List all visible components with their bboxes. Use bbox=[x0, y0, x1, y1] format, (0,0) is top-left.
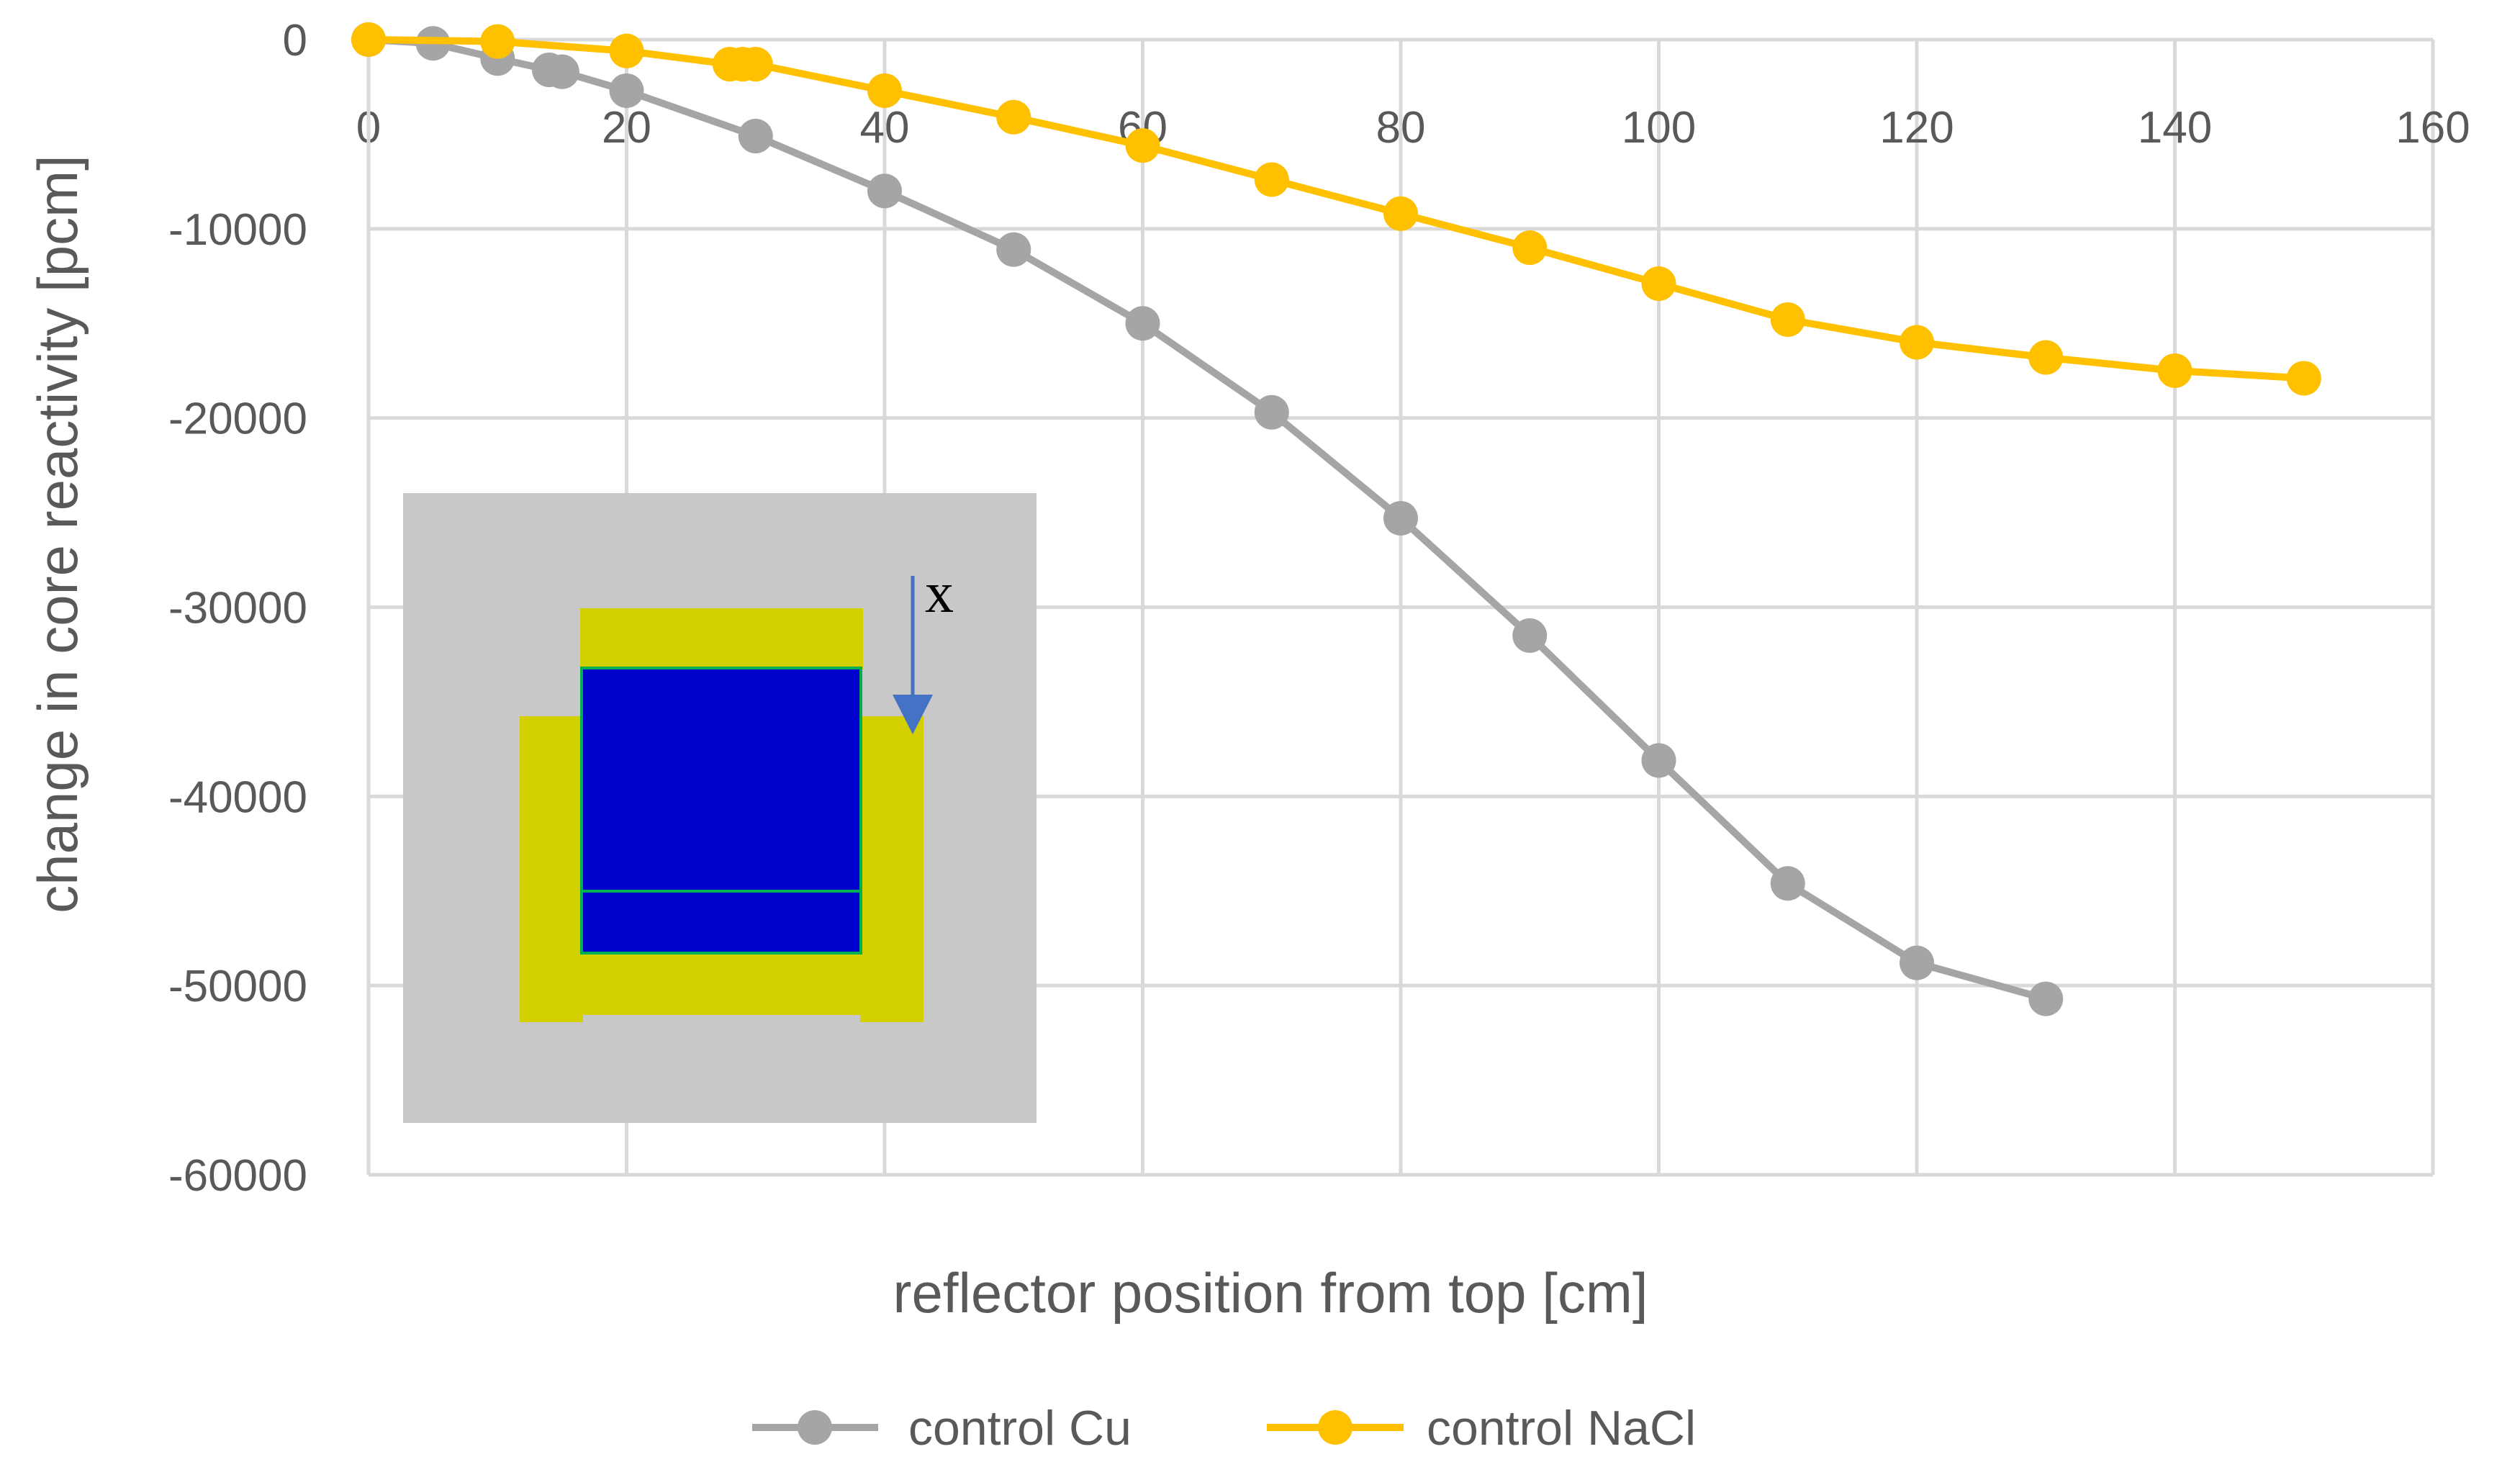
inset-x-label: x bbox=[925, 561, 954, 625]
inset-position-arrow-head bbox=[893, 695, 933, 734]
legend: control Cu control NaCl bbox=[752, 1401, 1696, 1456]
x-tick-label: 120 bbox=[1879, 103, 1954, 153]
x-tick-label: 20 bbox=[602, 103, 651, 153]
axes: 0-10000-20000-30000-40000-50000-60000020… bbox=[168, 16, 2470, 1201]
data-point-control-cu[interactable] bbox=[544, 54, 579, 89]
x-tick-label: 80 bbox=[1376, 103, 1426, 153]
data-point-control-cu[interactable] bbox=[1641, 743, 1676, 778]
data-point-control-nacl[interactable] bbox=[480, 24, 515, 59]
x-tick-label: 160 bbox=[2395, 103, 2470, 153]
data-point-control-nacl[interactable] bbox=[867, 73, 902, 108]
y-axis-title: change in core reactivity [pcm] bbox=[26, 155, 89, 913]
data-point-control-nacl[interactable] bbox=[996, 99, 1031, 135]
data-point-control-nacl[interactable] bbox=[2286, 361, 2321, 396]
gridlines bbox=[369, 40, 2435, 1177]
y-tick-label: -60000 bbox=[168, 1151, 307, 1201]
inset-reflector-top bbox=[580, 608, 863, 669]
x-tick-label: 40 bbox=[860, 103, 910, 153]
legend-nacl-label: control NaCl bbox=[1427, 1401, 1696, 1456]
data-point-control-cu[interactable] bbox=[738, 119, 773, 154]
data-point-control-nacl[interactable] bbox=[1770, 302, 1805, 337]
data-point-control-cu[interactable] bbox=[1512, 618, 1548, 653]
data-point-control-nacl[interactable] bbox=[351, 22, 386, 57]
inset-reflector-left bbox=[520, 716, 583, 1022]
data-point-control-nacl[interactable] bbox=[1125, 128, 1160, 163]
data-point-control-cu[interactable] bbox=[996, 232, 1031, 267]
legend-item-control-nacl[interactable]: control NaCl bbox=[1267, 1401, 1696, 1456]
data-point-control-nacl[interactable] bbox=[2157, 353, 2192, 388]
legend-item-control-cu[interactable]: control Cu bbox=[752, 1401, 1132, 1456]
data-point-control-nacl[interactable] bbox=[1512, 230, 1548, 266]
y-tick-label: -40000 bbox=[168, 772, 307, 822]
data-point-control-cu[interactable] bbox=[1900, 945, 1934, 980]
y-tick-label: -20000 bbox=[168, 394, 307, 444]
inset-reflector-right bbox=[860, 716, 923, 1022]
y-tick-label: -50000 bbox=[168, 962, 307, 1011]
data-point-control-cu[interactable] bbox=[867, 173, 902, 209]
legend-nacl-marker bbox=[1318, 1410, 1352, 1445]
y-tick-label: 0 bbox=[283, 16, 307, 66]
data-point-control-cu[interactable] bbox=[609, 73, 644, 108]
data-point-control-cu[interactable] bbox=[1383, 500, 1418, 536]
legend-cu-marker bbox=[798, 1410, 832, 1445]
data-point-control-nacl[interactable] bbox=[1254, 162, 1289, 197]
inset-core bbox=[580, 667, 862, 955]
data-point-control-cu[interactable] bbox=[1254, 394, 1289, 430]
x-tick-label: 100 bbox=[1622, 103, 1696, 153]
data-point-control-cu[interactable] bbox=[1770, 866, 1805, 901]
data-point-control-nacl[interactable] bbox=[609, 33, 644, 68]
data-point-control-cu[interactable] bbox=[1125, 306, 1160, 341]
y-tick-label: -10000 bbox=[168, 205, 307, 255]
legend-cu-label: control Cu bbox=[908, 1401, 1132, 1456]
y-tick-label: -30000 bbox=[168, 584, 307, 633]
inset-reflector-bottom bbox=[580, 952, 863, 1015]
data-point-control-nacl[interactable] bbox=[1641, 266, 1676, 302]
x-axis-title: reflector position from top [cm] bbox=[893, 1261, 1648, 1325]
data-point-control-nacl[interactable] bbox=[1383, 196, 1418, 231]
data-point-control-nacl[interactable] bbox=[1900, 325, 1934, 360]
data-point-control-nacl[interactable] bbox=[2028, 340, 2064, 375]
x-tick-label: 140 bbox=[2138, 103, 2212, 153]
series-lines bbox=[351, 22, 2321, 1016]
series-line-control-nacl bbox=[368, 36, 2305, 382]
data-point-control-nacl[interactable] bbox=[738, 47, 773, 82]
data-point-control-cu[interactable] bbox=[2028, 981, 2064, 1016]
inset-schematic: x bbox=[403, 493, 1037, 1123]
